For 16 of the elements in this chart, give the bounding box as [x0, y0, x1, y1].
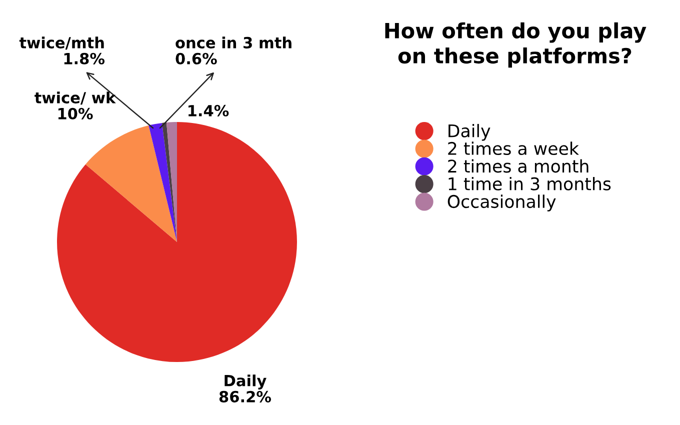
pie-slice	[148, 122, 177, 242]
chart-title: How often do you play on these platforms?	[385, 22, 646, 68]
pie-slice	[166, 122, 177, 242]
legend-label: Daily	[448, 124, 490, 141]
legend-label: 2 times a week	[448, 142, 579, 156]
pie-slice	[57, 122, 297, 362]
pie-slice	[162, 122, 177, 242]
legend-label: Occasionally	[448, 194, 556, 212]
legend-label: 1 time in 3 months	[448, 176, 611, 190]
data-label: twice/ wk 10%	[34, 92, 116, 120]
legend-label: 2 times a month	[448, 159, 588, 173]
data-label: twice/mth 1.8%	[19, 36, 105, 64]
data-label: once in 3 mth 0.6%	[176, 36, 292, 64]
data-label: 1.4%	[188, 104, 229, 116]
data-label: Daily 86.2%	[219, 374, 272, 402]
pie-slice	[86, 125, 177, 242]
